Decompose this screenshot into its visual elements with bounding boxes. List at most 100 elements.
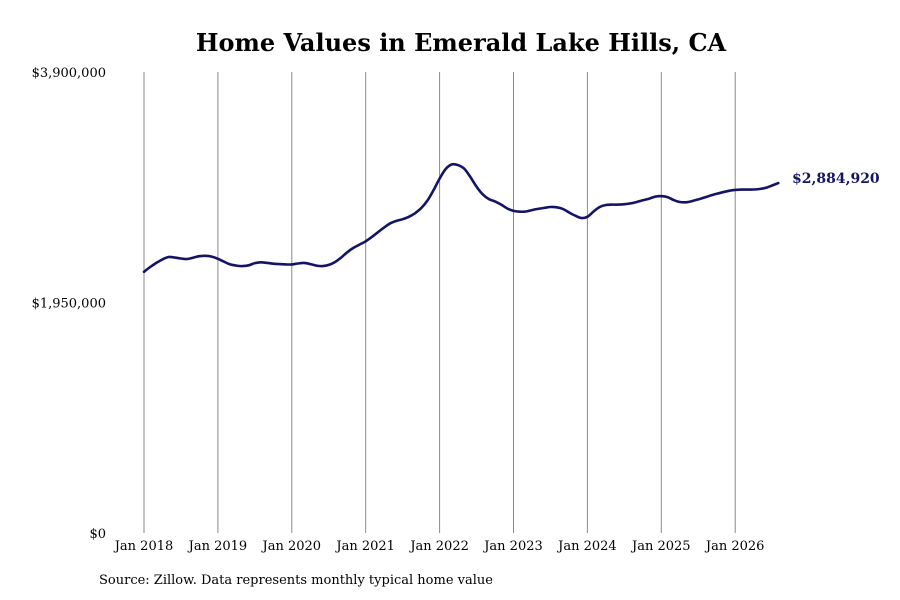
data-point — [777, 182, 779, 184]
x-axis-ticks: Jan 2018 Jan 2019 Jan 2020 Jan 2021 Jan 2022… — [113, 539, 765, 554]
data-point — [463, 168, 465, 170]
data-point — [278, 263, 280, 265]
data-point — [328, 264, 330, 266]
data-point — [642, 199, 644, 201]
source-note: Source: Zillow. Data represents monthly … — [99, 573, 493, 588]
data-point — [198, 255, 200, 257]
data-point — [506, 207, 508, 209]
data-point — [408, 216, 410, 218]
data-point — [469, 176, 471, 178]
data-point — [315, 264, 317, 266]
data-point — [223, 261, 225, 263]
data-point — [291, 263, 293, 265]
data-point — [438, 177, 440, 179]
data-point — [149, 266, 151, 268]
home-value-line — [142, 162, 780, 274]
x-tick-label: Jan 2020 — [261, 539, 322, 554]
data-point — [494, 200, 496, 202]
data-point — [155, 262, 157, 264]
data-point — [432, 189, 434, 191]
data-point — [414, 212, 416, 214]
data-point — [457, 164, 459, 166]
data-point — [525, 210, 527, 212]
x-tick-label: Jan 2026 — [704, 539, 765, 554]
x-tick-label: Jan 2019 — [187, 539, 248, 554]
data-point — [445, 168, 447, 170]
data-point — [211, 255, 213, 257]
data-point — [666, 196, 668, 198]
data-point — [389, 222, 391, 224]
data-point — [143, 271, 145, 273]
data-point — [605, 204, 607, 206]
data-point — [186, 258, 188, 260]
x-tick-label: Jan 2022 — [408, 539, 469, 554]
data-point — [192, 256, 194, 258]
data-point — [174, 256, 176, 258]
data-point — [586, 216, 588, 218]
data-point — [284, 263, 286, 265]
data-point — [512, 210, 514, 212]
data-point — [180, 257, 182, 259]
data-point — [402, 218, 404, 220]
data-point — [309, 263, 311, 265]
data-point — [161, 258, 163, 260]
data-point — [241, 265, 243, 267]
data-point — [500, 203, 502, 205]
y-tick-label: $3,900,000 — [32, 66, 106, 81]
data-point — [371, 236, 373, 238]
data-point — [352, 247, 354, 249]
x-tick-label: Jan 2024 — [556, 539, 617, 554]
x-tick-label: Jan 2025 — [630, 539, 691, 554]
data-point — [383, 226, 385, 228]
data-point — [765, 187, 767, 189]
grid-lines — [143, 72, 736, 533]
data-point — [697, 198, 699, 200]
data-point — [303, 262, 305, 264]
y-axis-ticks: $0 $1,950,000 $3,900,000 — [32, 66, 106, 542]
data-point — [685, 201, 687, 203]
data-point — [740, 188, 742, 190]
y-tick-label: $1,950,000 — [32, 297, 106, 312]
data-point — [549, 206, 551, 208]
data-point — [611, 203, 613, 205]
data-point — [358, 243, 360, 245]
x-tick-label: Jan 2023 — [482, 539, 543, 554]
data-point — [475, 186, 477, 188]
data-point — [167, 256, 169, 258]
data-point — [543, 207, 545, 209]
data-point — [623, 203, 625, 205]
data-point — [574, 214, 576, 216]
data-point — [734, 189, 736, 191]
data-point — [753, 188, 755, 190]
data-point — [562, 208, 564, 210]
data-point — [592, 210, 594, 212]
data-point — [555, 206, 557, 208]
data-point — [266, 262, 268, 264]
data-point — [297, 262, 299, 264]
data-point — [260, 261, 262, 263]
data-point — [716, 193, 718, 195]
data-point — [488, 198, 490, 200]
data-point — [691, 200, 693, 202]
y-tick-label: $0 — [89, 527, 106, 542]
data-point — [599, 206, 601, 208]
end-value-label: $2,884,920 — [792, 171, 880, 187]
data-point — [636, 201, 638, 203]
data-point — [771, 184, 773, 186]
data-point — [617, 203, 619, 205]
x-tick-label: Jan 2018 — [113, 539, 174, 554]
data-point — [321, 265, 323, 267]
data-point — [365, 240, 367, 242]
data-points — [143, 163, 780, 273]
data-point — [482, 193, 484, 195]
data-point — [519, 211, 521, 213]
data-point — [340, 256, 342, 258]
data-point — [568, 211, 570, 213]
data-point — [204, 255, 206, 257]
data-point — [709, 194, 711, 196]
data-point — [334, 261, 336, 263]
data-point — [703, 196, 705, 198]
data-point — [648, 198, 650, 200]
data-point — [248, 264, 250, 266]
